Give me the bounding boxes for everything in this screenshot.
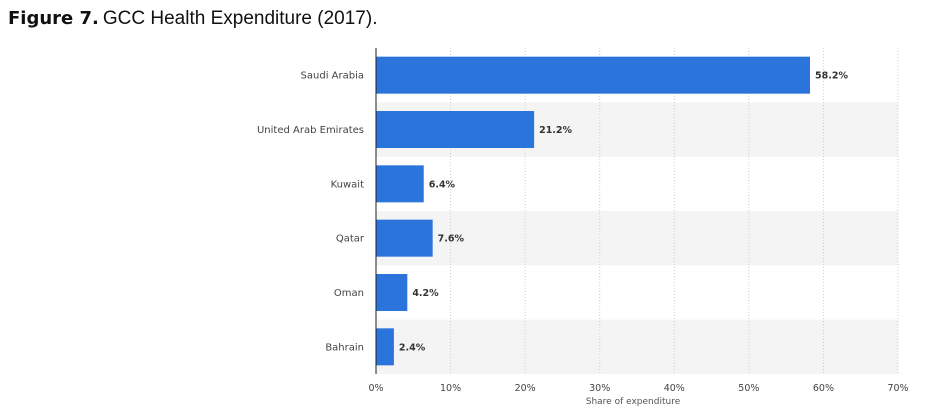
category-label: Kuwait: [331, 179, 364, 190]
figure-title: Figure 7. GCC Health Expenditure (2017).: [8, 8, 377, 30]
value-label: 7.6%: [438, 234, 465, 245]
category-label: Qatar: [336, 234, 365, 245]
gridlines: [450, 48, 899, 374]
bar: [376, 165, 424, 203]
row-band: [376, 319, 898, 374]
x-tick-label: 0%: [368, 383, 383, 394]
x-tick-label: 20%: [515, 383, 536, 394]
category-label: Saudi Arabia: [301, 71, 364, 82]
bar: [376, 274, 408, 311]
figure-label: Figure 7.: [8, 8, 99, 29]
x-axis-title: Share of expenditure: [586, 397, 681, 407]
x-tick-label: 60%: [813, 383, 834, 394]
bar: [376, 328, 394, 366]
category-label: Oman: [334, 288, 364, 299]
value-label: 6.4%: [429, 179, 456, 190]
category-label: Bahrain: [325, 342, 364, 353]
x-tick-label: 50%: [738, 383, 759, 394]
bar: [376, 219, 433, 257]
value-labels: 58.2% 21.2% 6.4% 7.6% 4.2% 2.4%: [399, 71, 849, 354]
bar: [376, 111, 535, 148]
x-tick-label: 70%: [887, 383, 908, 394]
x-tick-label: 10%: [440, 383, 461, 394]
category-label: United Arab Emirates: [257, 125, 364, 136]
x-tick-label: 30%: [589, 383, 610, 394]
category-labels: Saudi Arabia United Arab Emirates Kuwait Qa…: [257, 71, 365, 354]
figure-caption: GCC Health Expenditure (2017).: [102, 8, 378, 29]
x-tick-label: 40%: [664, 383, 685, 394]
bar: [376, 56, 811, 94]
bars: [376, 56, 811, 366]
value-label: 58.2%: [815, 71, 848, 82]
x-tick-labels: 0% 10% 20% 30% 40% 50% 60% 70%: [368, 383, 908, 394]
row-band: [376, 211, 898, 266]
value-label: 4.2%: [412, 288, 439, 299]
value-label: 2.4%: [399, 342, 426, 353]
value-label: 21.2%: [539, 125, 572, 136]
